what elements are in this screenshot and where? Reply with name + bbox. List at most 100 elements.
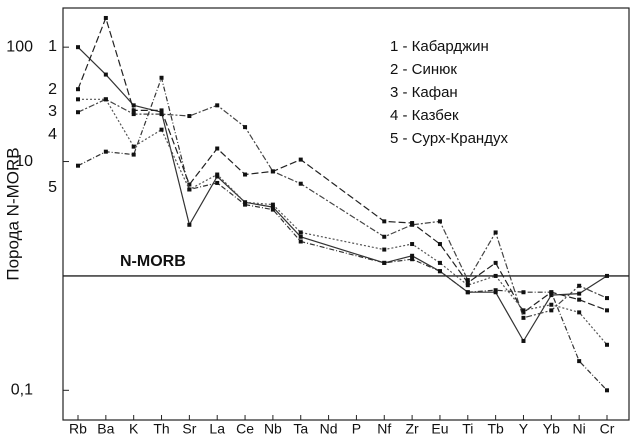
point <box>131 108 136 113</box>
point <box>76 110 80 115</box>
point <box>298 239 303 244</box>
point <box>131 103 136 108</box>
point <box>187 222 192 227</box>
point <box>76 163 80 168</box>
point <box>187 187 192 192</box>
series-line <box>77 46 608 343</box>
x-tick-label: P <box>352 421 361 437</box>
point <box>549 302 554 307</box>
reference-label: N-MORB <box>120 253 186 270</box>
point <box>159 127 164 132</box>
point <box>382 234 387 239</box>
point <box>605 342 609 347</box>
y-tick-label: 10 <box>15 153 33 170</box>
x-tick-label: Ni <box>573 421 586 437</box>
x-tick-label: Eu <box>431 421 448 437</box>
x-tick-label: Cr <box>600 421 615 437</box>
series-start-label: 4 <box>48 126 57 143</box>
point <box>493 273 498 278</box>
point <box>159 112 164 117</box>
point <box>187 114 192 119</box>
point <box>298 234 303 239</box>
point <box>159 108 164 113</box>
series-start-label: 1 <box>48 38 57 55</box>
point <box>437 269 442 274</box>
series-start-label: 3 <box>48 103 57 120</box>
series-line <box>78 98 608 346</box>
point <box>270 207 275 212</box>
y-axis-label: Порода N-MORB <box>3 147 22 280</box>
point <box>577 297 582 302</box>
point <box>521 310 526 315</box>
point <box>382 219 387 224</box>
point <box>437 260 442 265</box>
point <box>493 260 498 265</box>
legend-entry: 4 - Казбек <box>390 107 459 124</box>
point <box>131 152 136 157</box>
y-tick-label: 0,1 <box>11 382 33 399</box>
point <box>605 308 609 313</box>
point <box>549 293 554 298</box>
point <box>103 72 108 77</box>
point <box>215 146 220 151</box>
point <box>577 359 582 364</box>
x-tick-label: Ta <box>293 421 308 437</box>
point <box>410 242 415 247</box>
point <box>605 273 609 278</box>
point <box>270 202 275 207</box>
point <box>243 200 248 205</box>
point <box>243 125 248 130</box>
point <box>270 205 275 210</box>
point <box>549 290 554 295</box>
point <box>465 290 470 295</box>
point <box>493 290 498 295</box>
point <box>187 182 192 187</box>
legend-entry: 3 - Кафан <box>390 84 458 101</box>
series-start-label: 2 <box>48 81 57 98</box>
point <box>76 87 80 92</box>
legend-entry: 2 - Синюк <box>390 61 457 78</box>
point <box>215 180 220 185</box>
point <box>298 157 303 162</box>
plot-frame <box>62 7 630 421</box>
point <box>493 230 498 235</box>
x-tick-label: Ba <box>97 421 114 437</box>
series-line <box>77 98 608 319</box>
point <box>270 169 275 174</box>
x-tick-label: Yb <box>543 421 560 437</box>
legend-entry: 1 - Кабарджин <box>390 38 489 55</box>
point <box>410 253 415 258</box>
series-line <box>77 75 608 391</box>
point <box>437 242 442 247</box>
point <box>159 75 164 80</box>
x-tick-label: K <box>129 421 139 437</box>
x-tick-label: Zr <box>405 421 419 437</box>
point <box>465 283 470 288</box>
x-tick-label: Y <box>519 421 529 437</box>
point <box>382 247 387 252</box>
x-tick-label: Sr <box>182 421 196 437</box>
point <box>215 172 220 177</box>
point <box>131 112 136 117</box>
point <box>577 310 582 315</box>
y-tick-label: 100 <box>6 38 33 55</box>
point <box>437 219 442 224</box>
x-tick-label: Th <box>153 421 169 437</box>
point <box>103 15 108 20</box>
point <box>493 288 498 293</box>
x-tick-label: Tb <box>487 421 504 437</box>
point <box>549 308 554 313</box>
point <box>298 181 303 186</box>
series-start-label: 5 <box>48 179 57 196</box>
x-tick-label: Nf <box>377 421 391 437</box>
point <box>465 278 470 283</box>
point <box>243 202 248 207</box>
x-tick-label: Ce <box>236 421 254 437</box>
point <box>521 290 526 295</box>
point <box>76 45 80 50</box>
x-tick-label: Ti <box>462 421 473 437</box>
point <box>410 222 415 227</box>
point <box>465 280 470 285</box>
point <box>76 97 80 102</box>
